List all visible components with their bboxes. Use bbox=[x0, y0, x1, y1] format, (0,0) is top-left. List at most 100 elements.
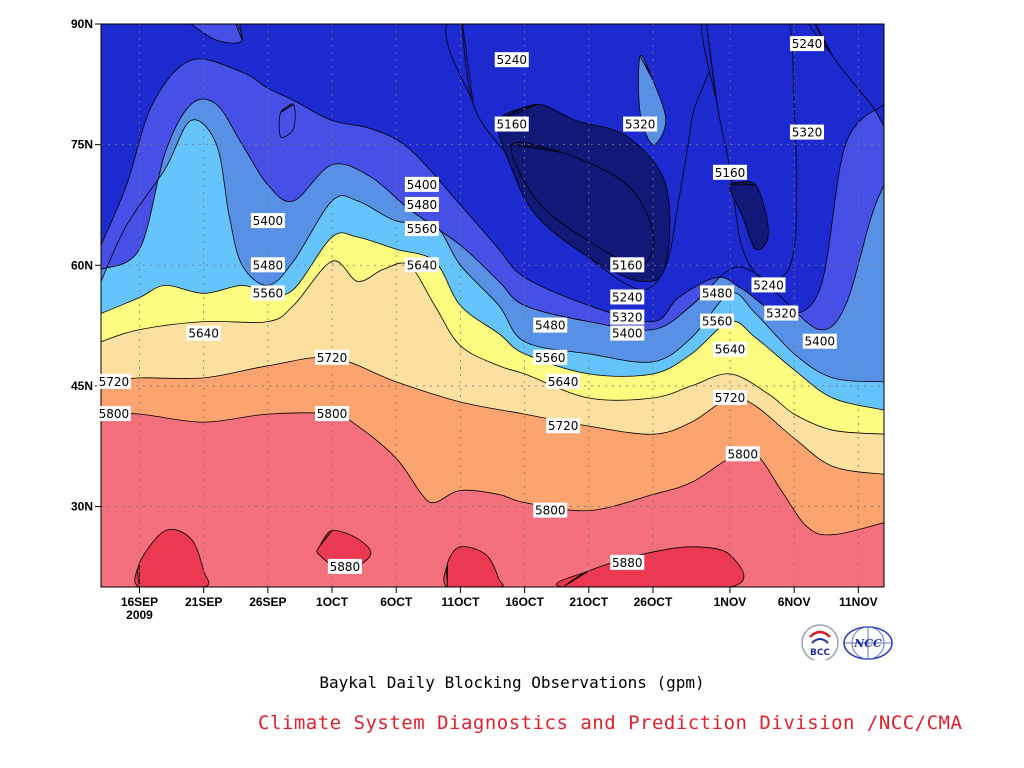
contour-label-bg bbox=[494, 52, 529, 68]
contour-label-bg bbox=[533, 317, 568, 333]
contour-label-text: 5480 bbox=[407, 198, 438, 212]
contour-label-text: 5560 bbox=[407, 222, 438, 236]
bcc-logo-text: BCC bbox=[810, 648, 830, 658]
contour-label-26: 5480 bbox=[700, 285, 735, 301]
x-tick-label-8: 26OCT bbox=[634, 595, 673, 609]
contour-label-bg bbox=[802, 333, 837, 349]
contour-label-text: 5800 bbox=[99, 407, 130, 421]
cell-5240-corner bbox=[808, 24, 884, 128]
contour-label-15: 5480 bbox=[533, 317, 568, 333]
contour-label-text: 5400 bbox=[253, 214, 284, 228]
contour-label-8: 5880 bbox=[327, 558, 362, 574]
contour-label-text: 5720 bbox=[317, 351, 348, 365]
contour-label-text: 5480 bbox=[253, 258, 284, 272]
x-tick-label-2: 26SEP bbox=[249, 595, 286, 609]
contour-label-text: 5320 bbox=[766, 307, 797, 321]
contour-label-text: 5400 bbox=[612, 327, 643, 341]
x-tick-label-6: 16OCT bbox=[505, 595, 544, 609]
cell-5960-a bbox=[134, 528, 210, 587]
contour-label-bg bbox=[327, 558, 362, 574]
contour-label-bg bbox=[186, 325, 221, 341]
contour-label-text: 5880 bbox=[330, 560, 361, 574]
contour-label-text: 5480 bbox=[535, 319, 566, 333]
contour-label-36: 5400 bbox=[802, 333, 837, 349]
contour-label-text: 5240 bbox=[792, 37, 823, 51]
contour-label-text: 5640 bbox=[188, 327, 219, 341]
contour-label-32: 5240 bbox=[751, 277, 786, 293]
contour-label-text: 5560 bbox=[702, 315, 733, 329]
contour-labels: 5720 5800 5640 5560 5480 5400 5720 5800 5880 5640… bbox=[96, 36, 837, 574]
contour-label-bg bbox=[250, 213, 285, 229]
ncc-logo: NCC bbox=[843, 626, 893, 660]
contour-line-5720 bbox=[101, 356, 884, 475]
contour-line-5400 bbox=[101, 98, 884, 331]
contour-label-text: 5640 bbox=[407, 258, 438, 272]
cell-5960-d bbox=[555, 546, 745, 587]
contour-label-bg bbox=[250, 257, 285, 273]
contour-label-text: 5720 bbox=[548, 419, 579, 433]
contour-label-0: 5720 bbox=[96, 373, 131, 389]
contour-label-text: 5240 bbox=[612, 290, 643, 304]
x-tick-label-4: 6OCT bbox=[380, 595, 413, 609]
contour-label-bg bbox=[404, 196, 439, 212]
contour-label-2: 5640 bbox=[186, 325, 221, 341]
x-tick-label-1: 21SEP bbox=[185, 595, 222, 609]
contour-label-bg bbox=[494, 116, 529, 132]
contour-label-25: 5880 bbox=[610, 554, 645, 570]
contour-label-bg bbox=[546, 418, 581, 434]
contour-label-bg bbox=[533, 349, 568, 365]
contour-label-text: 5720 bbox=[715, 391, 746, 405]
contour-line-5800 bbox=[101, 412, 884, 536]
contour-label-text: 5800 bbox=[535, 504, 566, 518]
contour-label-28: 5640 bbox=[712, 341, 747, 357]
contour-label-30: 5800 bbox=[725, 446, 760, 462]
contour-label-bg bbox=[315, 406, 350, 422]
x-tick-sublabel-0: 2009 bbox=[126, 608, 153, 622]
contour-label-23: 5320 bbox=[610, 309, 645, 325]
chart-title: Baykal Daily Blocking Observations (gpm) bbox=[319, 673, 705, 692]
cell-5960-c bbox=[443, 546, 504, 587]
contour-label-29: 5720 bbox=[712, 389, 747, 405]
contour-label-text: 5800 bbox=[317, 407, 348, 421]
x-tick-label-9: 1NOV bbox=[714, 595, 747, 609]
contour-label-16: 5560 bbox=[533, 349, 568, 365]
contour-label-33: 5320 bbox=[764, 305, 799, 321]
contour-label-17: 5640 bbox=[546, 373, 581, 389]
contour-label-text: 5800 bbox=[728, 447, 759, 461]
credit-line: Climate System Diagnostics and Predictio… bbox=[258, 712, 963, 734]
cell-5160-east bbox=[729, 180, 769, 251]
contour-label-text: 5560 bbox=[253, 286, 284, 300]
contour-label-text: 5640 bbox=[715, 343, 746, 357]
contour-label-bg bbox=[712, 341, 747, 357]
contour-label-1: 5800 bbox=[96, 406, 131, 422]
contour-line-5560 bbox=[101, 232, 884, 411]
contour-label-bg bbox=[764, 305, 799, 321]
contour-label-text: 5160 bbox=[612, 258, 643, 272]
x-tick-label-3: 1OCT bbox=[316, 595, 349, 609]
contour-label-bg bbox=[610, 309, 645, 325]
y-tick-label-2: 60N bbox=[71, 258, 93, 272]
contour-label-bg bbox=[751, 277, 786, 293]
contour-label-bg bbox=[712, 164, 747, 180]
x-tick-label-0: 16SEP bbox=[121, 595, 158, 609]
contour-label-24: 5400 bbox=[610, 325, 645, 341]
contour-label-18: 5720 bbox=[546, 418, 581, 434]
contour-label-31: 5160 bbox=[712, 164, 747, 180]
contour-label-bg bbox=[610, 554, 645, 570]
y-tick-label-4: 90N bbox=[71, 17, 93, 31]
contour-label-3: 5560 bbox=[250, 285, 285, 301]
contour-label-bg bbox=[96, 406, 131, 422]
contour-label-text: 5880 bbox=[612, 556, 643, 570]
grid-lines bbox=[101, 23, 884, 587]
contour-label-19: 5800 bbox=[533, 502, 568, 518]
ncc-logo-text: NCC bbox=[853, 637, 882, 650]
x-tick-label-7: 21OCT bbox=[569, 595, 608, 609]
contour-line-5640 bbox=[101, 260, 884, 435]
contour-label-bg bbox=[404, 221, 439, 237]
x-tick-label-11: 11NOV bbox=[839, 595, 878, 609]
y-tick-label-1: 45N bbox=[71, 379, 93, 393]
contour-label-bg bbox=[610, 289, 645, 305]
contour-label-5: 5400 bbox=[250, 213, 285, 229]
